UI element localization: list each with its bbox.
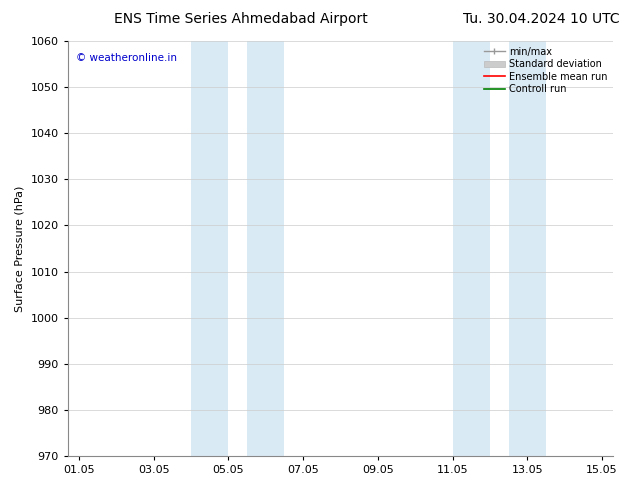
Legend: min/max, Standard deviation, Ensemble mean run, Controll run: min/max, Standard deviation, Ensemble me… [481, 44, 611, 97]
Text: © weatheronline.in: © weatheronline.in [76, 53, 177, 64]
Bar [508, 41, 546, 456]
Bar [247, 41, 285, 456]
Bar [191, 41, 228, 456]
Bar [453, 41, 490, 456]
Text: Tu. 30.04.2024 10 UTC: Tu. 30.04.2024 10 UTC [463, 12, 619, 26]
Y-axis label: Surface Pressure (hPa): Surface Pressure (hPa) [15, 185, 25, 312]
Text: ENS Time Series Ahmedabad Airport: ENS Time Series Ahmedabad Airport [114, 12, 368, 26]
